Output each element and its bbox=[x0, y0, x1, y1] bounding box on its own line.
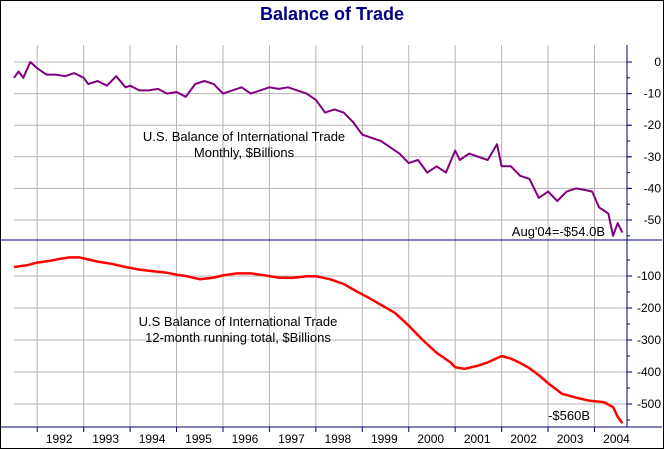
x-tick-label: 1993 bbox=[92, 432, 119, 446]
panel-annotation: U.S. Balance of International Trade bbox=[143, 129, 345, 144]
panel-annotation: 12-month running total, $Billions bbox=[145, 330, 331, 345]
x-tick-label: 1992 bbox=[46, 432, 73, 446]
x-tick-label: 1996 bbox=[232, 432, 259, 446]
y-tick-label-running-total: -300 bbox=[637, 333, 661, 347]
x-tick-label: 2000 bbox=[417, 432, 444, 446]
y-tick-label-running-total: -400 bbox=[637, 365, 661, 379]
y-tick-label-monthly: 0 bbox=[654, 55, 661, 69]
label-layer: 1992 1993 1994 1995 1996 1997 1998 1999 2000 2001… bbox=[46, 55, 661, 446]
running-total-line bbox=[13, 256, 624, 424]
x-tick-label: 2002 bbox=[510, 432, 537, 446]
end-value-label-monthly: Aug'04=-$54.0B bbox=[512, 224, 605, 239]
chart-title: Balance of Trade bbox=[259, 4, 405, 24]
y-tick-label-monthly: -30 bbox=[644, 150, 662, 164]
monthly-balance-line bbox=[13, 61, 624, 237]
x-tick-label: 2004 bbox=[603, 432, 630, 446]
y-tick-label-monthly: -20 bbox=[644, 118, 662, 132]
panel-annotation: Monthly, $Billions bbox=[194, 145, 295, 160]
x-tick-label: 1994 bbox=[139, 432, 166, 446]
x-tick-label: 1999 bbox=[371, 432, 398, 446]
grid-layer bbox=[14, 45, 627, 427]
panel-annotation: U.S Balance of International Trade bbox=[139, 314, 338, 329]
x-tick-label: 2001 bbox=[464, 432, 491, 446]
y-tick-label-monthly: -40 bbox=[644, 181, 662, 195]
x-tick-label: 2003 bbox=[557, 432, 584, 446]
y-tick-label-monthly: -50 bbox=[644, 213, 662, 227]
y-tick-label-running-total: -200 bbox=[637, 301, 661, 315]
y-tick-label-running-total: -100 bbox=[637, 269, 661, 283]
x-tick-label: 1997 bbox=[278, 432, 305, 446]
y-tick-label-running-total: -500 bbox=[637, 397, 661, 411]
y-tick-label-monthly: -10 bbox=[644, 87, 662, 101]
end-value-label-running-total: -$560B bbox=[548, 408, 590, 423]
series-layer bbox=[13, 61, 624, 424]
x-tick-label: 1998 bbox=[325, 432, 352, 446]
axis-layer bbox=[1, 45, 662, 432]
x-tick-label: 1995 bbox=[185, 432, 212, 446]
